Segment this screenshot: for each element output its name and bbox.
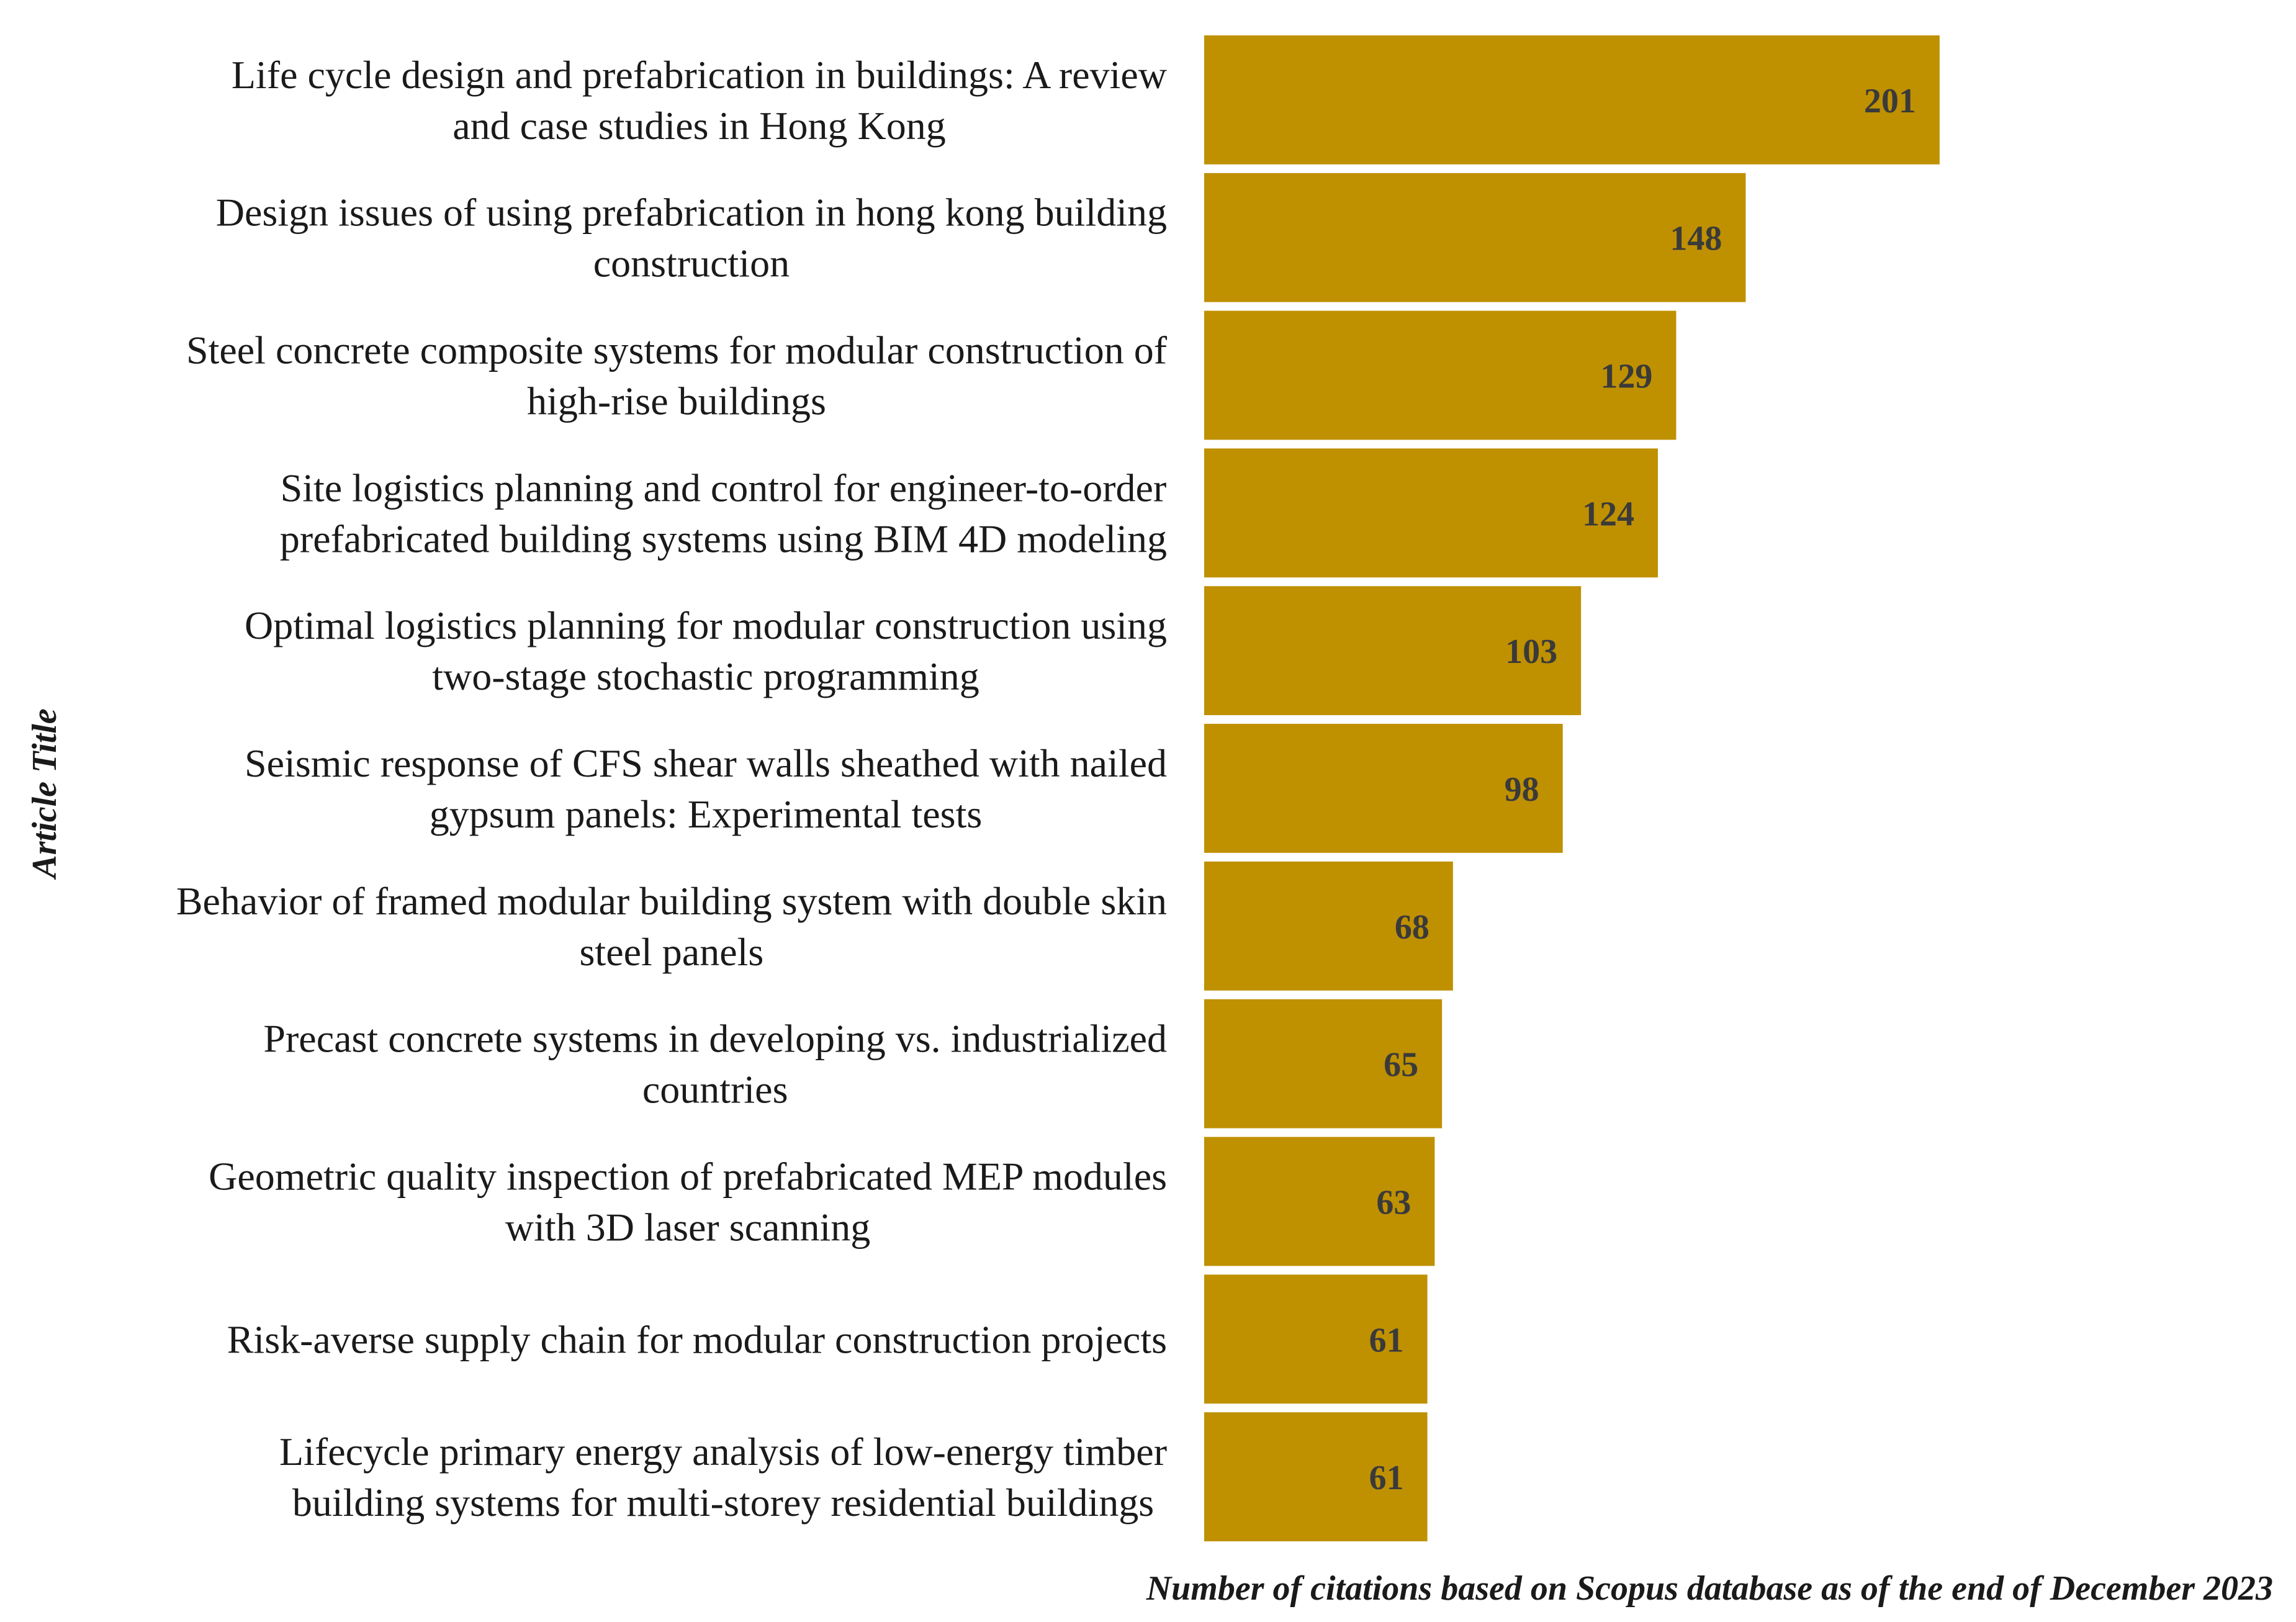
category-label: Lifecycle primary energy analysis of low… [279, 1430, 1167, 1525]
bar [1204, 586, 1582, 716]
category-label-line: Life cycle design and prefabrication in … [232, 53, 1167, 97]
bar-value-label: 201 [1864, 82, 1916, 120]
category-label: Precast concrete systems in developing v… [263, 1017, 1167, 1112]
category-label-line: steel panels [580, 930, 764, 974]
category-label-line: Design issues of using prefabrication in… [216, 191, 1167, 235]
category-label: Seismic response of CFS shear walls shea… [245, 741, 1167, 836]
category-label: Geometric quality inspection of prefabri… [209, 1154, 1167, 1249]
category-label: Optimal logistics planning for modular c… [245, 603, 1167, 698]
category-label: Design issues of using prefabrication in… [216, 191, 1167, 286]
bar-value-label: 61 [1369, 1321, 1404, 1359]
bar [1204, 173, 1746, 302]
category-label-line: Optimal logistics planning for modular c… [245, 603, 1167, 647]
bar-value-label: 68 [1395, 908, 1429, 947]
category-label-line: high-rise buildings [527, 379, 826, 423]
bar [1204, 1412, 1428, 1541]
bar [1204, 310, 1677, 440]
category-label-line: Lifecycle primary energy analysis of low… [279, 1430, 1167, 1474]
category-label-line: Seismic response of CFS shear walls shea… [245, 741, 1167, 785]
bar [1204, 1137, 1435, 1266]
category-label-line: Precast concrete systems in developing v… [263, 1017, 1167, 1061]
category-label: Life cycle design and prefabrication in … [232, 53, 1167, 148]
bar-value-label: 103 [1505, 633, 1557, 671]
category-label: Site logistics planning and control for … [280, 466, 1167, 561]
category-label: Behavior of framed modular building syst… [176, 879, 1167, 974]
category-label-line: two-stage stochastic programming [432, 654, 979, 698]
bar-value-label: 129 [1600, 358, 1652, 396]
category-label-line: with 3D laser scanning [505, 1205, 870, 1249]
bar [1204, 724, 1563, 853]
x-axis-title: Number of citations based on Scopus data… [1146, 1569, 2273, 1608]
bar [1204, 448, 1658, 578]
category-label-line: and case studies in Hong Kong [452, 104, 946, 148]
y-axis-title: Article Title [25, 708, 64, 880]
bar-value-label: 65 [1384, 1046, 1418, 1084]
category-label: Steel concrete composite systems for mod… [186, 328, 1168, 423]
bar [1204, 1274, 1428, 1404]
category-label-line: Steel concrete composite systems for mod… [186, 328, 1168, 372]
category-label-line: Behavior of framed modular building syst… [176, 879, 1167, 923]
bar [1204, 861, 1453, 991]
bars-layer: 201 148 129 124 103 98 68 65 63 61 61 [1204, 35, 1940, 1541]
bar-value-label: 148 [1670, 220, 1722, 258]
bar [1204, 35, 1940, 164]
category-label: Risk-averse supply chain for modular con… [227, 1317, 1167, 1361]
bar-value-label: 98 [1505, 770, 1539, 809]
category-label-line: prefabricated building systems using BIM… [280, 516, 1167, 561]
category-label-line: Site logistics planning and control for … [281, 466, 1167, 510]
bar-value-label: 63 [1376, 1183, 1411, 1222]
bar-value-label: 61 [1369, 1459, 1404, 1497]
category-label-line: construction [593, 241, 790, 286]
bar [1204, 999, 1443, 1129]
bar-value-label: 124 [1582, 495, 1634, 533]
category-label-line: Geometric quality inspection of prefabri… [209, 1154, 1167, 1198]
category-label-line: building systems for multi-storey reside… [292, 1480, 1154, 1525]
category-label-line: Risk-averse supply chain for modular con… [227, 1317, 1167, 1361]
category-label-line: countries [642, 1068, 788, 1112]
category-label-line: gypsum panels: Experimental tests [430, 792, 983, 836]
category-labels-layer: Life cycle design and prefabrication in … [176, 53, 1168, 1525]
